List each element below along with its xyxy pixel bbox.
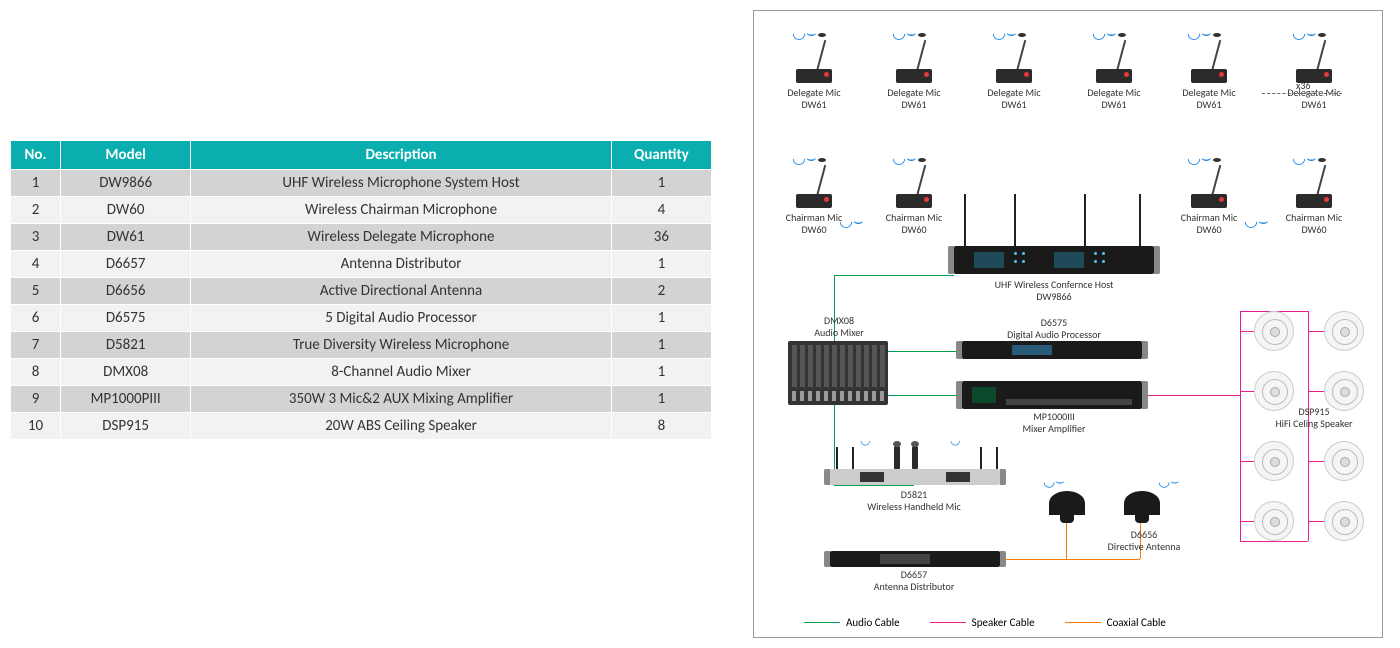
wifi-icon: ◡⌣ bbox=[1244, 211, 1269, 231]
ceiling-speaker bbox=[1254, 311, 1294, 351]
mic-label: Chairman MicDW60 bbox=[1169, 212, 1249, 236]
legend-item: Coaxial Cable bbox=[1065, 616, 1166, 629]
equipment-table: No. Model Description Quantity 1DW9866UH… bbox=[10, 140, 712, 440]
wifi-icon: ◡⌣ bbox=[892, 148, 917, 168]
host-label: UHF Wireless Confernce HostDW9866 bbox=[984, 279, 1124, 303]
speaker-cable bbox=[1240, 311, 1241, 541]
audio-cable bbox=[834, 275, 954, 276]
wifi-icon: ◡⌣ bbox=[1092, 23, 1117, 43]
speaker-cable bbox=[1142, 395, 1240, 396]
audio-mixer bbox=[788, 341, 888, 405]
amp-label: MP1000IIIMixer Amplifier bbox=[1004, 411, 1104, 435]
ceiling-speaker bbox=[1324, 371, 1364, 411]
coaxial-cable bbox=[1000, 559, 1140, 560]
ceiling-speaker bbox=[1254, 501, 1294, 541]
wifi-icon: ◡⌣ bbox=[1187, 23, 1212, 43]
wifi-icon: ◡⌣ bbox=[1043, 473, 1064, 490]
antdist-label: D6657Antenna Distributor bbox=[854, 569, 974, 593]
table-row: 10DSP91520W ABS Ceiling Speaker8 bbox=[11, 413, 712, 440]
antenna-icon bbox=[836, 447, 838, 469]
table-row: 4D6657Antenna Distributor1 bbox=[11, 251, 712, 278]
antenna-icon bbox=[964, 194, 966, 246]
dirant-label: D6656Directive Antenna bbox=[1094, 529, 1194, 553]
antenna-icon bbox=[980, 447, 982, 469]
audio-cable bbox=[888, 351, 962, 352]
wifi-icon: ◡⌣ bbox=[1292, 148, 1317, 168]
antdist-unit bbox=[830, 551, 1000, 567]
table-row: 3DW61Wireless Delegate Microphone36 bbox=[11, 224, 712, 251]
antenna-icon bbox=[1014, 194, 1016, 246]
table-row: 7D5821True Diversity Wireless Microphone… bbox=[11, 332, 712, 359]
wifi-icon: ◡⌣ bbox=[1187, 148, 1212, 168]
mic-label: Delegate MicDW61 bbox=[1074, 87, 1154, 111]
handheld-mic-icon bbox=[912, 445, 918, 469]
table-row: 1DW9866UHF Wireless Microphone System Ho… bbox=[11, 170, 712, 197]
col-qty: Quantity bbox=[611, 141, 711, 170]
ceiling-speaker bbox=[1324, 441, 1364, 481]
handheld-label: D5821Wireless Handheld Mic bbox=[854, 489, 974, 513]
legend-item: Speaker Cable bbox=[930, 616, 1035, 629]
audio-cable bbox=[834, 485, 914, 486]
ceiling-speaker bbox=[1254, 371, 1294, 411]
wifi-icon: ◡⌣ bbox=[792, 23, 817, 43]
legend-item: Audio Cable bbox=[804, 616, 900, 629]
mic-label: Delegate MicDW61 bbox=[874, 87, 954, 111]
handheld-mic-icon bbox=[894, 445, 900, 469]
table-row: 9MP1000PIII350W 3 Mic&2 AUX Mixing Ampli… bbox=[11, 386, 712, 413]
mixer-label: DMX08Audio Mixer bbox=[794, 315, 884, 339]
system-diagram: ◡⌣ Delegate MicDW61 ◡⌣ Delegate MicDW61 ◡⌣ De… bbox=[753, 10, 1383, 638]
mic-label: Chairman MicDW60 bbox=[874, 212, 954, 236]
antenna-icon bbox=[1139, 194, 1141, 246]
handheld-unit bbox=[830, 469, 1000, 485]
mic-label: Delegate MicDW61 bbox=[1274, 87, 1354, 111]
table-row: 6D65755 Digital Audio Processor1 bbox=[11, 305, 712, 332]
wifi-icon: ◡⌣ bbox=[1158, 473, 1179, 490]
dap-label: D6575Digital Audio Processor bbox=[994, 317, 1114, 341]
wifi-icon: ◡⌣ bbox=[892, 23, 917, 43]
wifi-icon: ◡⌣ bbox=[992, 23, 1017, 43]
dashed-line bbox=[1262, 93, 1342, 94]
antenna-icon bbox=[852, 447, 854, 469]
ceiling-speaker bbox=[1324, 311, 1364, 351]
col-desc: Description bbox=[191, 141, 612, 170]
mic-label: Chairman MicDW60 bbox=[1274, 212, 1354, 236]
amp-unit bbox=[962, 381, 1142, 409]
legend: Audio Cable Speaker Cable Coaxial Cable bbox=[804, 616, 1166, 629]
table-row: 8DMX088-Channel Audio Mixer1 bbox=[11, 359, 712, 386]
col-no: No. bbox=[11, 141, 61, 170]
mic-label: Delegate MicDW61 bbox=[1169, 87, 1249, 111]
host-unit bbox=[954, 246, 1154, 274]
ceiling-speaker bbox=[1254, 441, 1294, 481]
table-header-row: No. Model Description Quantity bbox=[11, 141, 712, 170]
directional-antenna: ◡⌣ bbox=[1124, 491, 1160, 523]
speaker-label: DSP915HiFi Celing Speaker bbox=[1264, 406, 1364, 430]
wifi-icon: ◡ bbox=[860, 433, 870, 448]
col-model: Model bbox=[61, 141, 191, 170]
antenna-icon bbox=[1084, 194, 1086, 246]
table-row: 5D6656Active Directional Antenna2 bbox=[11, 278, 712, 305]
wifi-icon: ◡ bbox=[950, 433, 960, 448]
speaker-cable bbox=[1240, 541, 1308, 542]
mic-label: Delegate MicDW61 bbox=[774, 87, 854, 111]
count-x36: x36 bbox=[1296, 79, 1310, 92]
wifi-icon: ◡⌣ bbox=[839, 211, 864, 231]
ceiling-speaker bbox=[1324, 501, 1364, 541]
table-row: 2DW60Wireless Chairman Microphone4 bbox=[11, 197, 712, 224]
wifi-icon: ◡⌣ bbox=[792, 148, 817, 168]
directional-antenna: ◡⌣ bbox=[1049, 491, 1085, 523]
antenna-icon bbox=[996, 447, 998, 469]
coaxial-cable bbox=[1066, 521, 1067, 559]
mic-label: Delegate MicDW61 bbox=[974, 87, 1054, 111]
wifi-icon: ◡⌣ bbox=[1292, 23, 1317, 43]
audio-cable bbox=[888, 395, 962, 396]
dap-unit bbox=[962, 341, 1142, 359]
